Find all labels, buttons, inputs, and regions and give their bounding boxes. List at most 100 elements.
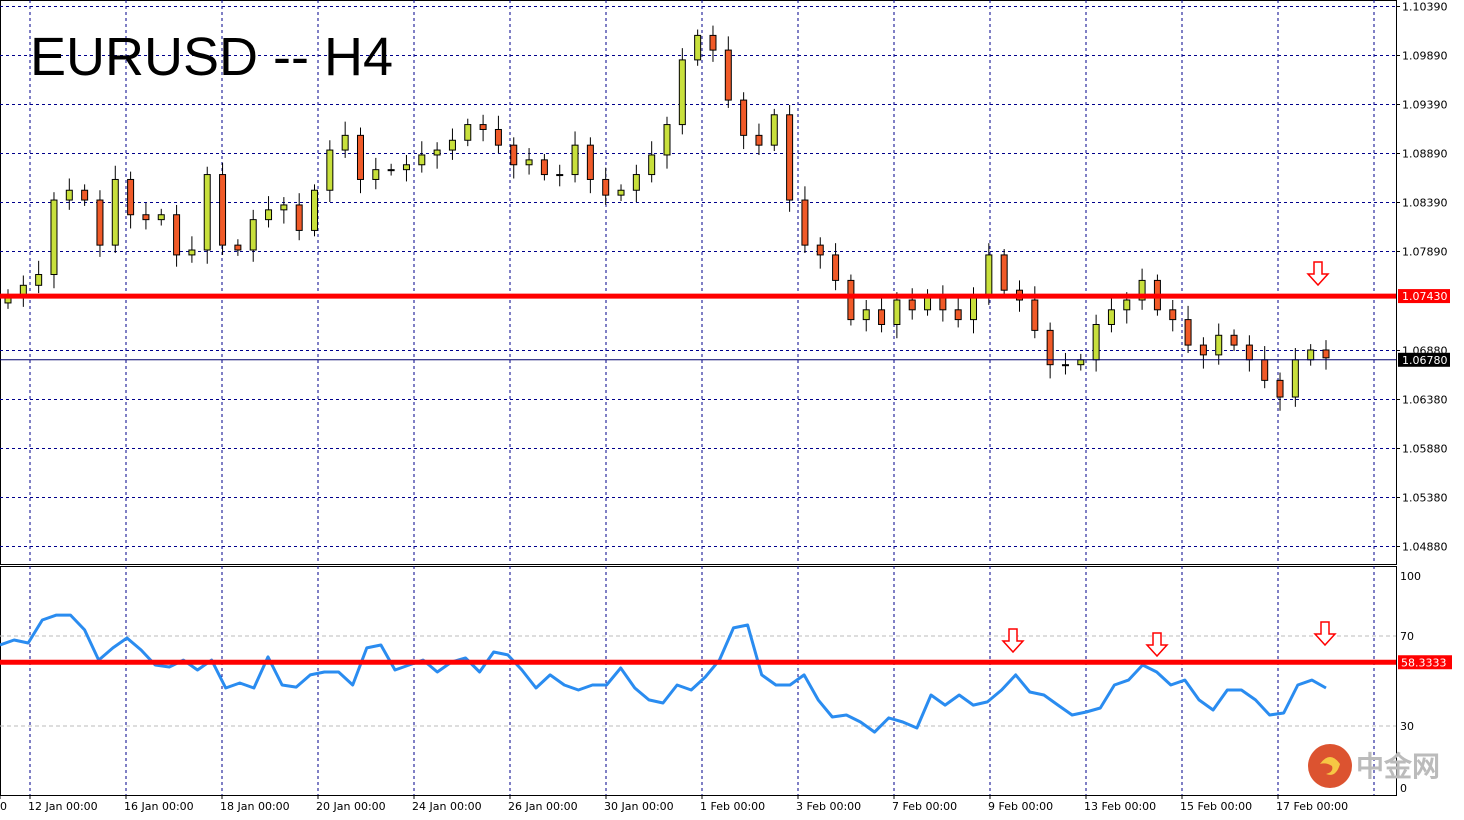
- candle-body: [65, 189, 73, 201]
- level-price-label: 1.07430: [1402, 290, 1448, 303]
- candle-body: [1092, 324, 1100, 361]
- candle-body: [464, 124, 472, 141]
- candle-body: [311, 189, 319, 231]
- candle-body: [1061, 364, 1069, 367]
- candle-body: [1322, 349, 1330, 359]
- candle-body: [908, 299, 916, 311]
- y-tick-label: 1.05380: [1402, 492, 1448, 505]
- candle-body: [265, 209, 273, 221]
- x-tick-label: 7 Feb 00:00: [892, 800, 957, 813]
- candle-body: [111, 178, 119, 246]
- candle-body: [1031, 299, 1039, 331]
- candle-body: [1291, 359, 1299, 398]
- candle-body: [1307, 349, 1315, 361]
- candle-body: [81, 189, 89, 201]
- candle-body: [801, 199, 809, 246]
- indicator-tick-label: 100: [1400, 570, 1421, 583]
- candle-body: [173, 214, 181, 256]
- candle-body: [1215, 334, 1223, 356]
- candle-body: [816, 244, 824, 256]
- down-arrow-icon: [1306, 261, 1330, 287]
- x-tick-label: 1 Feb 00:00: [700, 800, 765, 813]
- indicator-line: [0, 613, 1327, 734]
- candle-body: [1000, 254, 1008, 291]
- candle-body: [678, 59, 686, 126]
- candle-body: [602, 178, 610, 196]
- candle-body: [571, 144, 579, 176]
- y-tick-label: 1.05880: [1402, 443, 1448, 456]
- y-tick-label: 1.09390: [1402, 99, 1448, 112]
- x-tick-label: 3 Feb 00:00: [796, 800, 861, 813]
- y-tick-label: 1.08890: [1402, 148, 1448, 161]
- current-price-label: 1.06780: [1402, 354, 1448, 367]
- indicator-tick-label: 30: [1400, 720, 1414, 733]
- candle-body: [694, 34, 702, 61]
- indicator-tick-label: 0: [1400, 782, 1407, 795]
- candle-body: [188, 249, 196, 256]
- candle-body: [219, 174, 227, 246]
- candle-body: [985, 254, 993, 296]
- candle-body: [862, 309, 870, 321]
- indicator-level-badge: [1398, 655, 1452, 670]
- x-tick-label: 0: [0, 800, 7, 813]
- y-tick-label: 1.04880: [1402, 541, 1448, 554]
- candle-body: [893, 299, 901, 326]
- candle-body: [954, 309, 962, 321]
- candle-body: [556, 174, 564, 177]
- current-price-badge: [1398, 352, 1450, 367]
- cngold-watermark-logo: 中金网: [1308, 744, 1440, 788]
- candle-body: [479, 124, 487, 130]
- indicator-panel-frame: [0, 566, 1397, 796]
- candle-body: [402, 164, 410, 171]
- x-tick-label: 26 Jan 00:00: [508, 800, 578, 813]
- x-tick-label: 13 Feb 00:00: [1084, 800, 1156, 813]
- svg-text:中金网: 中金网: [1356, 750, 1440, 783]
- candle-body: [1123, 299, 1131, 311]
- candle-body: [50, 199, 58, 276]
- candle-body: [510, 144, 518, 166]
- candle-body: [326, 149, 334, 191]
- candle-body: [617, 189, 625, 196]
- candle-body: [142, 214, 150, 221]
- indicator-level-label: 58.3333: [1401, 656, 1447, 669]
- down-arrow-icon: [1145, 632, 1169, 658]
- y-tick-label: 1.09890: [1402, 50, 1448, 63]
- candle-body: [1276, 379, 1284, 398]
- candle-body: [1169, 309, 1177, 321]
- candle-body: [448, 139, 456, 151]
- candle-body: [770, 114, 778, 146]
- y-tick-label: 1.10390: [1402, 1, 1448, 14]
- x-tick-label: 20 Jan 00:00: [316, 800, 386, 813]
- candle-body: [663, 124, 671, 156]
- candle-body: [1107, 309, 1115, 326]
- candle-body: [755, 134, 763, 146]
- x-tick-label: 17 Feb 00:00: [1276, 800, 1348, 813]
- x-tick-label: 16 Jan 00:00: [124, 800, 194, 813]
- candle-body: [1245, 344, 1253, 361]
- candle-body: [786, 114, 794, 201]
- candle-body: [372, 169, 380, 180]
- candle-body: [35, 274, 43, 286]
- x-tick-label: 18 Jan 00:00: [220, 800, 290, 813]
- level-price-badge: [1398, 289, 1450, 304]
- candle-body: [1138, 279, 1146, 301]
- y-tick-label: 1.08390: [1402, 197, 1448, 210]
- candle-body: [280, 204, 288, 211]
- indicator-tick-label: 70: [1400, 630, 1414, 643]
- chart-title: EURUSD -- H4: [30, 27, 394, 87]
- candle-body: [295, 204, 303, 231]
- candle-body: [1046, 329, 1054, 366]
- candle-body: [586, 144, 594, 180]
- candle-body: [494, 128, 502, 146]
- candle-body: [709, 34, 717, 51]
- candle-body: [1077, 359, 1085, 366]
- x-tick-label: 30 Jan 00:00: [604, 800, 674, 813]
- candle-body: [387, 169, 395, 172]
- candle-body: [847, 279, 855, 321]
- candle-body: [203, 174, 211, 251]
- candle-body: [632, 174, 640, 191]
- candle-body: [96, 199, 104, 246]
- y-tick-label: 1.07890: [1402, 246, 1448, 259]
